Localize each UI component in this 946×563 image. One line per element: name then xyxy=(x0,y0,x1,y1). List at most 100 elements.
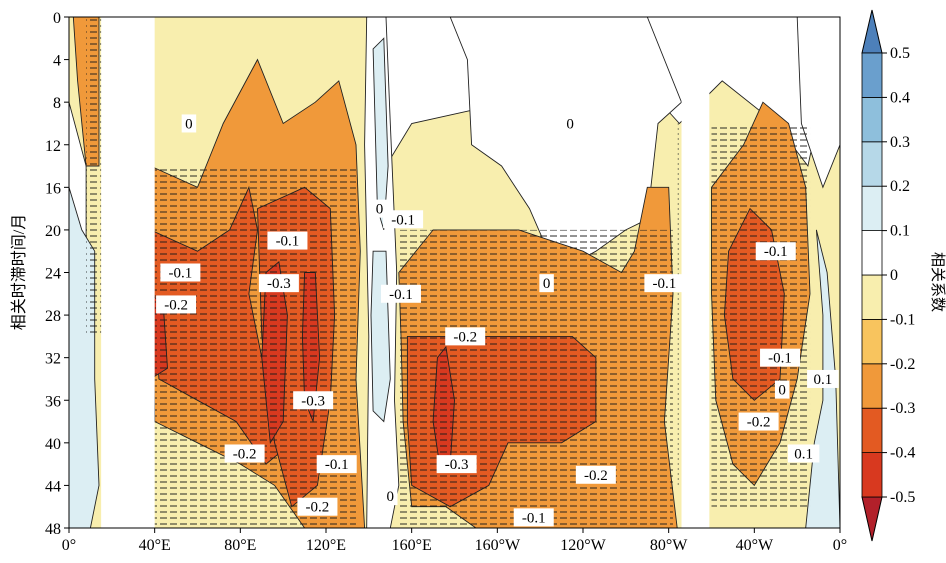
contour-label-18: -0.2 xyxy=(738,412,779,431)
contour-label-bg xyxy=(436,455,477,474)
contour-label-text: 0.1 xyxy=(794,446,813,462)
x-tick-label: 160°E xyxy=(392,537,432,554)
contour-label-12: -0.1 xyxy=(755,242,796,261)
contour-label-bg xyxy=(575,465,616,484)
contour-label-text: -0.1 xyxy=(522,510,546,526)
colorbar-swatch xyxy=(861,318,883,365)
y-tick-label: 0 xyxy=(53,10,61,27)
contour-label-bg xyxy=(760,348,801,367)
y-tick-label: 28 xyxy=(45,308,61,325)
colorbar-swatch xyxy=(861,52,883,98)
contour-labels: 0 0 0 -0.1 -0.1 -0.1 -0.3 -0.2 -0.1 0 -0.1 -0.1 -0.2… xyxy=(156,114,839,526)
x-tick-label: 120°E xyxy=(306,537,346,554)
contour-label-text: -0.2 xyxy=(453,329,477,345)
colorbar-tick-label: 0.4 xyxy=(890,89,910,106)
colorbar-tick-label: 0.1 xyxy=(890,223,910,240)
contour-label-bg xyxy=(383,210,424,229)
colorbar-extend-bottom xyxy=(861,496,883,542)
contour-label-text: -0.1 xyxy=(168,266,192,282)
y-tick-label: 20 xyxy=(45,223,61,240)
y-tick-label: 36 xyxy=(45,393,61,410)
contour-label-bg xyxy=(383,487,398,506)
contour-label-bg xyxy=(807,369,839,388)
contour-label-20: -0.1 xyxy=(316,455,357,474)
contour-label-text: -0.1 xyxy=(764,244,788,260)
missing-band-1 xyxy=(101,17,155,528)
contour-label-24: -0.2 xyxy=(297,497,338,516)
contour-label-text: -0.2 xyxy=(747,415,771,431)
contour-label-16: 0 xyxy=(774,380,790,399)
y-tick-label: 24 xyxy=(45,266,61,283)
contour-label-25: 0 xyxy=(383,487,398,506)
contour-label-text: 0 xyxy=(376,202,384,218)
y-tick-label: 48 xyxy=(45,521,61,538)
contour-label-text: -0.2 xyxy=(164,297,188,313)
contour-label-bg xyxy=(445,327,486,346)
contour-label-text: 0 xyxy=(543,276,551,292)
contour-label-15: 0.1 xyxy=(807,369,839,388)
contour-label-bg xyxy=(787,444,820,463)
contour-label-13: -0.2 xyxy=(445,327,486,346)
missing-band-2 xyxy=(681,17,710,528)
y-tick-label: 32 xyxy=(45,351,61,368)
contour-label-text: 0 xyxy=(387,489,395,505)
x-tick-label: 120°W xyxy=(560,537,606,554)
y-tick-label: 40 xyxy=(45,436,61,453)
missing-data-bands xyxy=(101,17,710,528)
colorbar-swatch xyxy=(861,274,883,320)
colorbar-tick-label: 0.5 xyxy=(890,45,910,62)
contour-label-text: -0.1 xyxy=(276,234,300,250)
contour-label-bg xyxy=(293,391,334,410)
hatch-area-4 xyxy=(711,123,811,507)
y-tick-label: 8 xyxy=(53,95,61,112)
contour-label-text: -0.3 xyxy=(301,393,325,409)
contour-label-bg xyxy=(738,412,779,431)
contour-label-5: -0.1 xyxy=(267,231,308,250)
contour-label-bg xyxy=(181,114,197,133)
contour-label-bg xyxy=(160,263,201,282)
contour-label-8: -0.2 xyxy=(156,295,197,314)
colorbar-label: 相关系数 xyxy=(929,252,946,312)
contour-label-bg xyxy=(316,455,357,474)
contour-label-23: 0.1 xyxy=(787,444,820,463)
x-tick-label: 40°W xyxy=(736,537,774,554)
contour-region-white-region-east xyxy=(796,17,840,189)
y-axis-label: 相关时滞时间/月 xyxy=(10,214,28,330)
colorbar-tick-label: 0.3 xyxy=(890,134,910,151)
contour-label-text: 0 xyxy=(185,116,193,132)
x-tick-label: 40°E xyxy=(139,537,171,554)
contour-label-14: -0.1 xyxy=(760,348,801,367)
contour-label-6: -0.1 xyxy=(160,263,201,282)
colorbar-swatch xyxy=(861,407,883,454)
colorbar: -0.5 -0.4 -0.3 -0.2 -0.1 0 0.1 0.2 0.3 0.4 0.5 xyxy=(861,9,915,542)
y-tick-label: 16 xyxy=(45,180,61,197)
contour-region-white-region-west xyxy=(69,17,87,253)
contour-label-10: 0 xyxy=(539,274,554,293)
contour-label-bg xyxy=(513,508,554,527)
y-tick-label: 4 xyxy=(53,53,61,70)
hatch-area-2 xyxy=(154,166,356,528)
significance-hatching xyxy=(86,17,811,528)
contour-label-bg xyxy=(297,497,338,516)
colorbar-swatch xyxy=(861,230,883,276)
colorbar-tick-label: -0.5 xyxy=(890,489,915,506)
contour-label-bg xyxy=(267,231,308,250)
contour-label-11: -0.1 xyxy=(644,274,685,293)
colorbar-tick-label: 0.2 xyxy=(890,178,910,195)
colorbar-extend-top xyxy=(861,9,883,54)
contour-label-bg xyxy=(774,380,790,399)
contour-label-text: -0.3 xyxy=(445,457,469,473)
contour-label-text: 0.1 xyxy=(813,372,832,388)
plot-area: 0 0 0 -0.1 -0.1 -0.1 -0.3 -0.2 -0.1 0 -0.1 -0.1 -0.2… xyxy=(69,17,840,528)
y-tick-label: 12 xyxy=(45,138,61,155)
contour-label-bg xyxy=(755,242,796,261)
colorbar-swatch xyxy=(861,141,883,187)
contour-label-bg xyxy=(562,114,578,133)
x-tick-label: 80°E xyxy=(224,537,256,554)
contour-label-bg xyxy=(156,295,197,314)
contour-label-text: -0.1 xyxy=(653,276,677,292)
x-tick-label: 0° xyxy=(833,537,847,554)
contour-label-22: -0.2 xyxy=(575,465,616,484)
contour-label-26: -0.1 xyxy=(513,508,554,527)
